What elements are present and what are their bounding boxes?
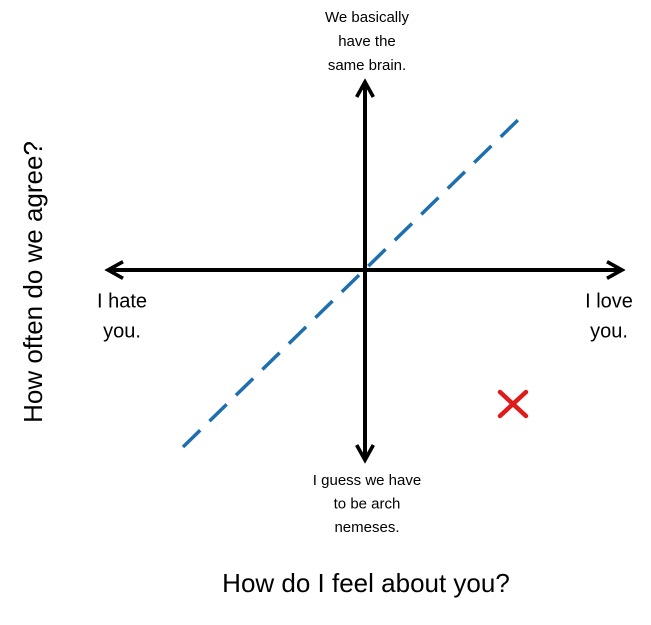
- top-label-line: same brain.: [328, 57, 406, 74]
- left-label-line: you.: [103, 320, 141, 342]
- top-label-line: have the: [338, 33, 396, 50]
- left-label-line: I hate: [97, 290, 147, 312]
- red-x-mark: [497, 389, 529, 419]
- y-axis-title: How often do we agree?: [18, 141, 48, 423]
- right-label-line: you.: [590, 320, 628, 342]
- right-label-line: I love: [585, 290, 633, 312]
- diagonal-dashed-line: [181, 116, 522, 449]
- bottom-label-line: nemeses.: [334, 519, 399, 536]
- top-label-line: We basically: [325, 9, 409, 26]
- bottom-label-line: to be arch: [334, 495, 401, 512]
- x-axis-title: How do I feel about you?: [222, 568, 510, 598]
- bottom-label-line: I guess we have: [313, 472, 421, 489]
